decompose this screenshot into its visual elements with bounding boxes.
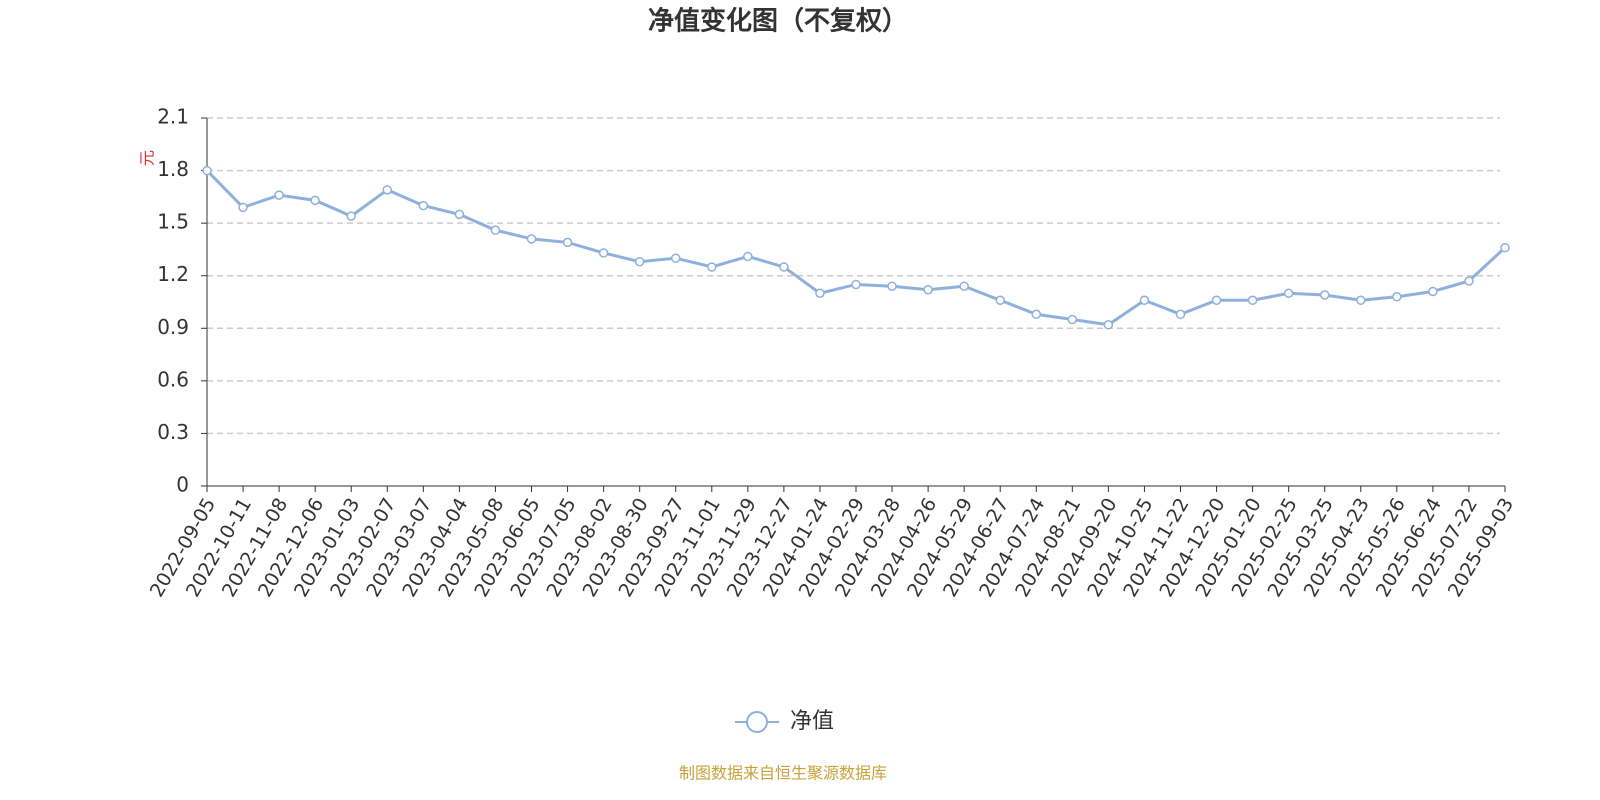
point <box>238 202 248 213</box>
legend-label: 净值 <box>790 709 834 734</box>
point <box>490 225 501 235</box>
point <box>707 262 717 272</box>
point <box>851 279 861 290</box>
point <box>959 281 969 291</box>
point <box>743 251 753 262</box>
point <box>346 211 356 221</box>
point <box>562 237 573 248</box>
point <box>1356 295 1366 305</box>
point <box>1247 295 1258 305</box>
y-tick-label: 1.5 <box>157 210 189 234</box>
point <box>310 195 320 206</box>
point <box>995 295 1005 305</box>
point <box>1211 295 1222 305</box>
point <box>382 185 393 195</box>
point <box>1175 309 1186 320</box>
point <box>454 209 465 220</box>
source: 制图数据来自恒生聚源数据库 <box>679 764 887 783</box>
y-unit: 元 <box>138 150 157 166</box>
point <box>1067 314 1078 325</box>
y-tick-label: 0.3 <box>157 420 189 444</box>
point <box>418 200 429 211</box>
point <box>634 256 645 267</box>
point <box>202 165 212 176</box>
point <box>923 284 933 295</box>
point <box>1428 286 1438 297</box>
point <box>1139 295 1150 305</box>
y-tick-label: 0.6 <box>157 367 189 391</box>
y-tick-label: 1.8 <box>157 157 189 181</box>
point <box>887 281 897 291</box>
point <box>670 253 681 263</box>
point <box>526 234 537 244</box>
y-tick-label: 0 <box>176 473 189 497</box>
y-tick-label: 0.9 <box>157 315 189 339</box>
point <box>1319 290 1330 300</box>
point <box>1283 288 1294 298</box>
point <box>1464 276 1474 286</box>
point <box>598 248 609 258</box>
point <box>1392 291 1402 302</box>
point <box>1103 320 1114 330</box>
point <box>274 190 284 200</box>
legend-marker <box>746 711 768 733</box>
point <box>815 288 825 298</box>
series-line <box>205 169 1507 327</box>
point <box>1500 242 1510 253</box>
y-tick-label: 1.2 <box>157 262 189 286</box>
point <box>779 262 789 272</box>
chart-title: 净值变化图（不复权） <box>648 6 908 37</box>
y-tick-label: 2.1 <box>157 105 189 129</box>
point <box>1031 309 1042 320</box>
